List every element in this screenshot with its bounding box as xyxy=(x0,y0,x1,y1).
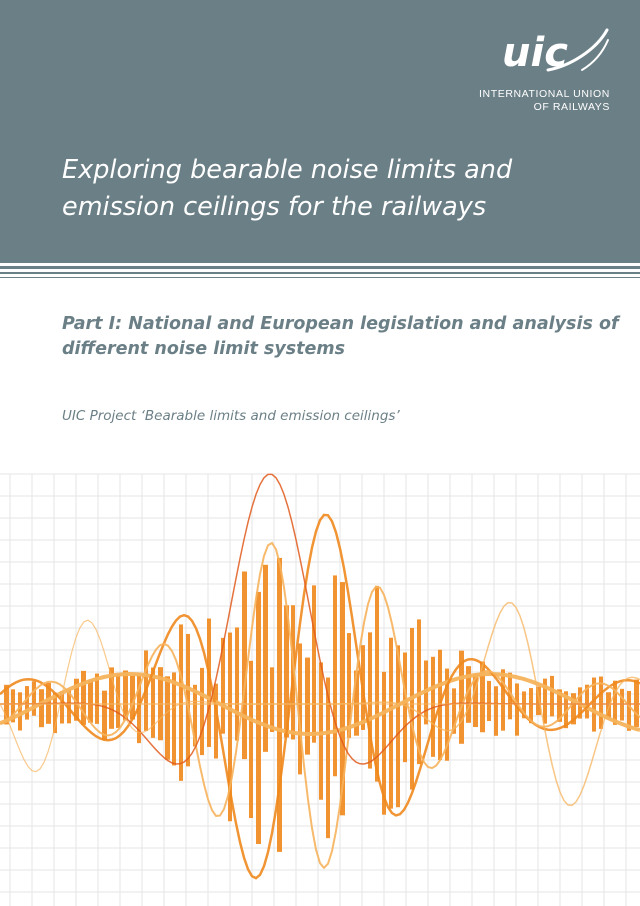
wave-bar xyxy=(53,692,57,734)
wave-bar xyxy=(522,691,526,719)
wave-bar xyxy=(459,650,464,744)
wave-bar xyxy=(207,618,211,747)
wave-bar xyxy=(529,688,533,724)
wave-bar xyxy=(375,585,379,782)
wave-bar xyxy=(606,692,611,719)
wave-bar xyxy=(193,684,197,747)
wave-bar xyxy=(249,660,253,819)
wave-bar xyxy=(480,661,485,733)
wave-bar xyxy=(81,670,86,725)
wave-bar xyxy=(368,632,372,769)
wave-bar xyxy=(60,691,64,724)
wave-bar xyxy=(298,643,302,775)
org-name-line2: OF RAILWAYS xyxy=(533,101,610,113)
wave-bar xyxy=(494,686,498,736)
wave-bar xyxy=(88,680,93,723)
wave-curve-2 xyxy=(0,541,640,870)
org-name-line1: INTERNATIONAL UNION xyxy=(479,88,610,100)
wave-bar xyxy=(403,652,407,763)
wave-bar xyxy=(627,690,631,731)
wave-bar xyxy=(613,680,617,725)
wave-curve-5 xyxy=(0,619,640,773)
wave-bar xyxy=(340,582,345,816)
header-band xyxy=(0,0,640,258)
wave-bar xyxy=(536,686,541,716)
wave-bar xyxy=(95,673,99,724)
report-title: Exploring bearable noise limits and emis… xyxy=(62,152,582,226)
wave-bar xyxy=(305,657,310,755)
wave-bar xyxy=(277,557,282,852)
wave-bar xyxy=(67,689,71,724)
wave-bar xyxy=(515,683,519,736)
wave-bar xyxy=(235,627,239,741)
wave-bar xyxy=(39,689,44,728)
wave-bar xyxy=(18,692,22,731)
wave-bar xyxy=(102,690,107,740)
logo-wordmark: uic xyxy=(502,30,568,76)
uic-logo-icon: uic xyxy=(502,28,609,76)
wave-bar xyxy=(571,693,576,725)
wave-bar xyxy=(116,673,120,728)
wave-bar xyxy=(326,677,330,839)
wave-bar xyxy=(333,575,337,777)
wave-bar xyxy=(473,673,478,728)
wave-bar xyxy=(431,656,435,757)
wave-bar xyxy=(550,675,554,717)
wave-bar xyxy=(564,691,568,729)
report-title-line2: emission ceilings for the railways xyxy=(62,192,487,222)
wave-bar xyxy=(214,683,218,759)
wave-bar xyxy=(123,670,128,721)
wave-bar xyxy=(445,668,449,761)
wave-bar xyxy=(172,672,176,766)
report-subtitle-line2: different noise limit systems xyxy=(62,339,346,359)
wave-bar xyxy=(186,633,190,767)
sound-wave-illustration xyxy=(0,473,640,906)
wave-bar xyxy=(417,619,421,765)
wave-bar xyxy=(32,681,36,716)
wave-bar xyxy=(270,667,274,733)
wave-bar xyxy=(585,684,589,719)
wave-bar xyxy=(557,689,562,722)
wave-bar xyxy=(599,676,603,729)
project-name: UIC Project ‘Bearable limits and emissio… xyxy=(62,408,400,424)
wave-bar xyxy=(25,686,29,720)
report-subtitle-line1: Part I: National and European legislatio… xyxy=(62,314,619,334)
wave-bar xyxy=(452,688,456,734)
wave-bar xyxy=(109,667,114,729)
wave-bar xyxy=(487,680,491,722)
wave-bar xyxy=(319,662,323,800)
report-subtitle: Part I: National and European legislatio… xyxy=(62,312,619,362)
wave-bar xyxy=(382,671,386,815)
wave-bar xyxy=(137,675,141,744)
wave-bar xyxy=(284,605,289,738)
smooth-wave-thick xyxy=(0,672,640,736)
wave-bar xyxy=(221,637,225,734)
wave-bar xyxy=(543,678,547,724)
wave-bar xyxy=(501,669,505,731)
report-title-line1: Exploring bearable noise limits and xyxy=(62,155,513,185)
uic-logo: uic INTERNATIONAL UNION OF RAILWAYS xyxy=(410,26,610,116)
wave-bar xyxy=(228,632,232,822)
wave-bar xyxy=(312,585,316,743)
wave-bar xyxy=(466,666,471,723)
wave-bar xyxy=(256,591,261,845)
wave-bar xyxy=(74,678,79,721)
wave-bar xyxy=(263,564,268,752)
wave-bar xyxy=(179,624,183,781)
wave-bar xyxy=(242,571,247,760)
wave-bar xyxy=(165,676,170,760)
wave-bar xyxy=(11,689,15,723)
wave-bar xyxy=(130,675,135,720)
wave-bar xyxy=(200,667,204,756)
wave-bar xyxy=(347,633,351,738)
wave-bar xyxy=(396,645,400,808)
wave-bar xyxy=(389,637,393,809)
wave-bar xyxy=(151,667,155,738)
header-stripes xyxy=(0,258,640,282)
